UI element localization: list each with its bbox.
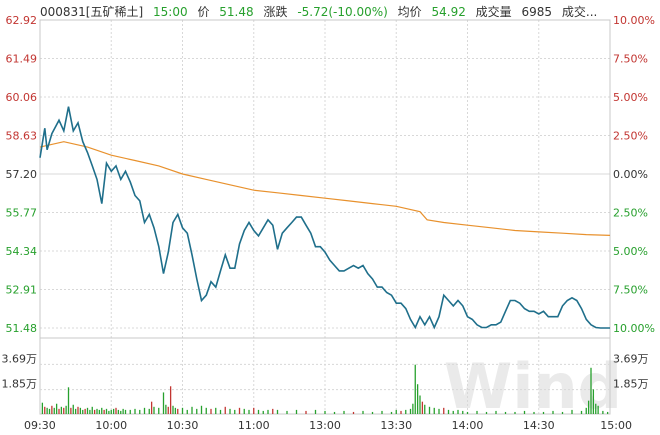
avg-value: 54.92 — [431, 5, 466, 19]
price-value: 51.48 — [219, 5, 254, 19]
volume-tick-left: 1.85万 — [2, 378, 38, 391]
watermark: Wind — [444, 350, 622, 423]
y-axis-left: 62.92 61.49 60.06 58.63 57.20 55.77 54.34 52.91… — [6, 14, 38, 335]
avg-price-line — [39, 141, 611, 236]
x-tick: 10:30 — [167, 419, 199, 432]
change-label: 涨跌 — [263, 5, 288, 19]
y-tick-right: 2.50% — [613, 207, 648, 220]
y-tick-right: 0.00% — [613, 168, 648, 181]
y-tick-left: 54.34 — [6, 245, 38, 258]
y-tick-right: 7.50% — [613, 284, 648, 297]
y-tick-right: 7.50% — [613, 53, 648, 66]
avg-label: 均价 — [397, 5, 422, 19]
y-tick-right: 5.00% — [613, 245, 648, 258]
y-tick-left: 55.77 — [6, 207, 38, 220]
volume-tick-right: 1.85万 — [613, 378, 649, 391]
volume-bars — [41, 364, 609, 414]
x-tick: 13:30 — [380, 419, 412, 432]
y-tick-right: 10.00% — [613, 14, 655, 27]
x-tick: 13:00 — [309, 419, 341, 432]
y-axis-right: 10.00% 7.50% 5.00% 2.50% 0.00% 2.50% 5.00% 7.50… — [613, 14, 655, 335]
y-tick-left: 60.06 — [6, 91, 38, 104]
price-label: 价 — [197, 5, 210, 19]
x-axis: 09:30 10:00 10:30 11:00 13:00 13:30 14:00 14:30… — [24, 419, 632, 432]
y-tick-left: 52.91 — [6, 284, 38, 297]
x-tick: 15:00 — [600, 419, 632, 432]
stock-code: 000831[五矿稀土] — [40, 5, 144, 19]
quote-time: 15:00 — [153, 5, 188, 19]
amount-label: 成交... — [561, 5, 598, 19]
y-tick-left: 61.49 — [6, 53, 38, 66]
quote-header: 000831[五矿稀土] 15:00 价 51.48 涨跌 -5.72(-10.… — [40, 3, 603, 20]
x-tick: 14:30 — [523, 419, 555, 432]
x-tick: 09:30 — [24, 419, 56, 432]
y-tick-left: 51.48 — [6, 322, 38, 335]
change-value: -5.72(-10.00%) — [297, 5, 388, 19]
y-tick-left: 57.20 — [6, 168, 38, 181]
y-tick-right: 10.00% — [613, 322, 655, 335]
y-tick-right: 2.50% — [613, 130, 648, 143]
volume-label: 成交量 — [475, 5, 512, 19]
y-tick-left: 62.92 — [6, 14, 38, 27]
volume-tick-right: 3.69万 — [613, 352, 649, 365]
y-tick-right: 5.00% — [613, 91, 648, 104]
price-line — [39, 106, 610, 330]
volume-axis: 3.69万 3.69万 1.85万 1.85万 — [2, 352, 649, 390]
volume-tick-left: 3.69万 — [2, 352, 38, 365]
volume-value: 6985 — [521, 5, 553, 19]
x-tick: 10:00 — [95, 419, 127, 432]
y-tick-left: 58.63 — [6, 130, 38, 143]
x-tick: 14:00 — [452, 419, 484, 432]
x-tick: 11:00 — [238, 419, 270, 432]
